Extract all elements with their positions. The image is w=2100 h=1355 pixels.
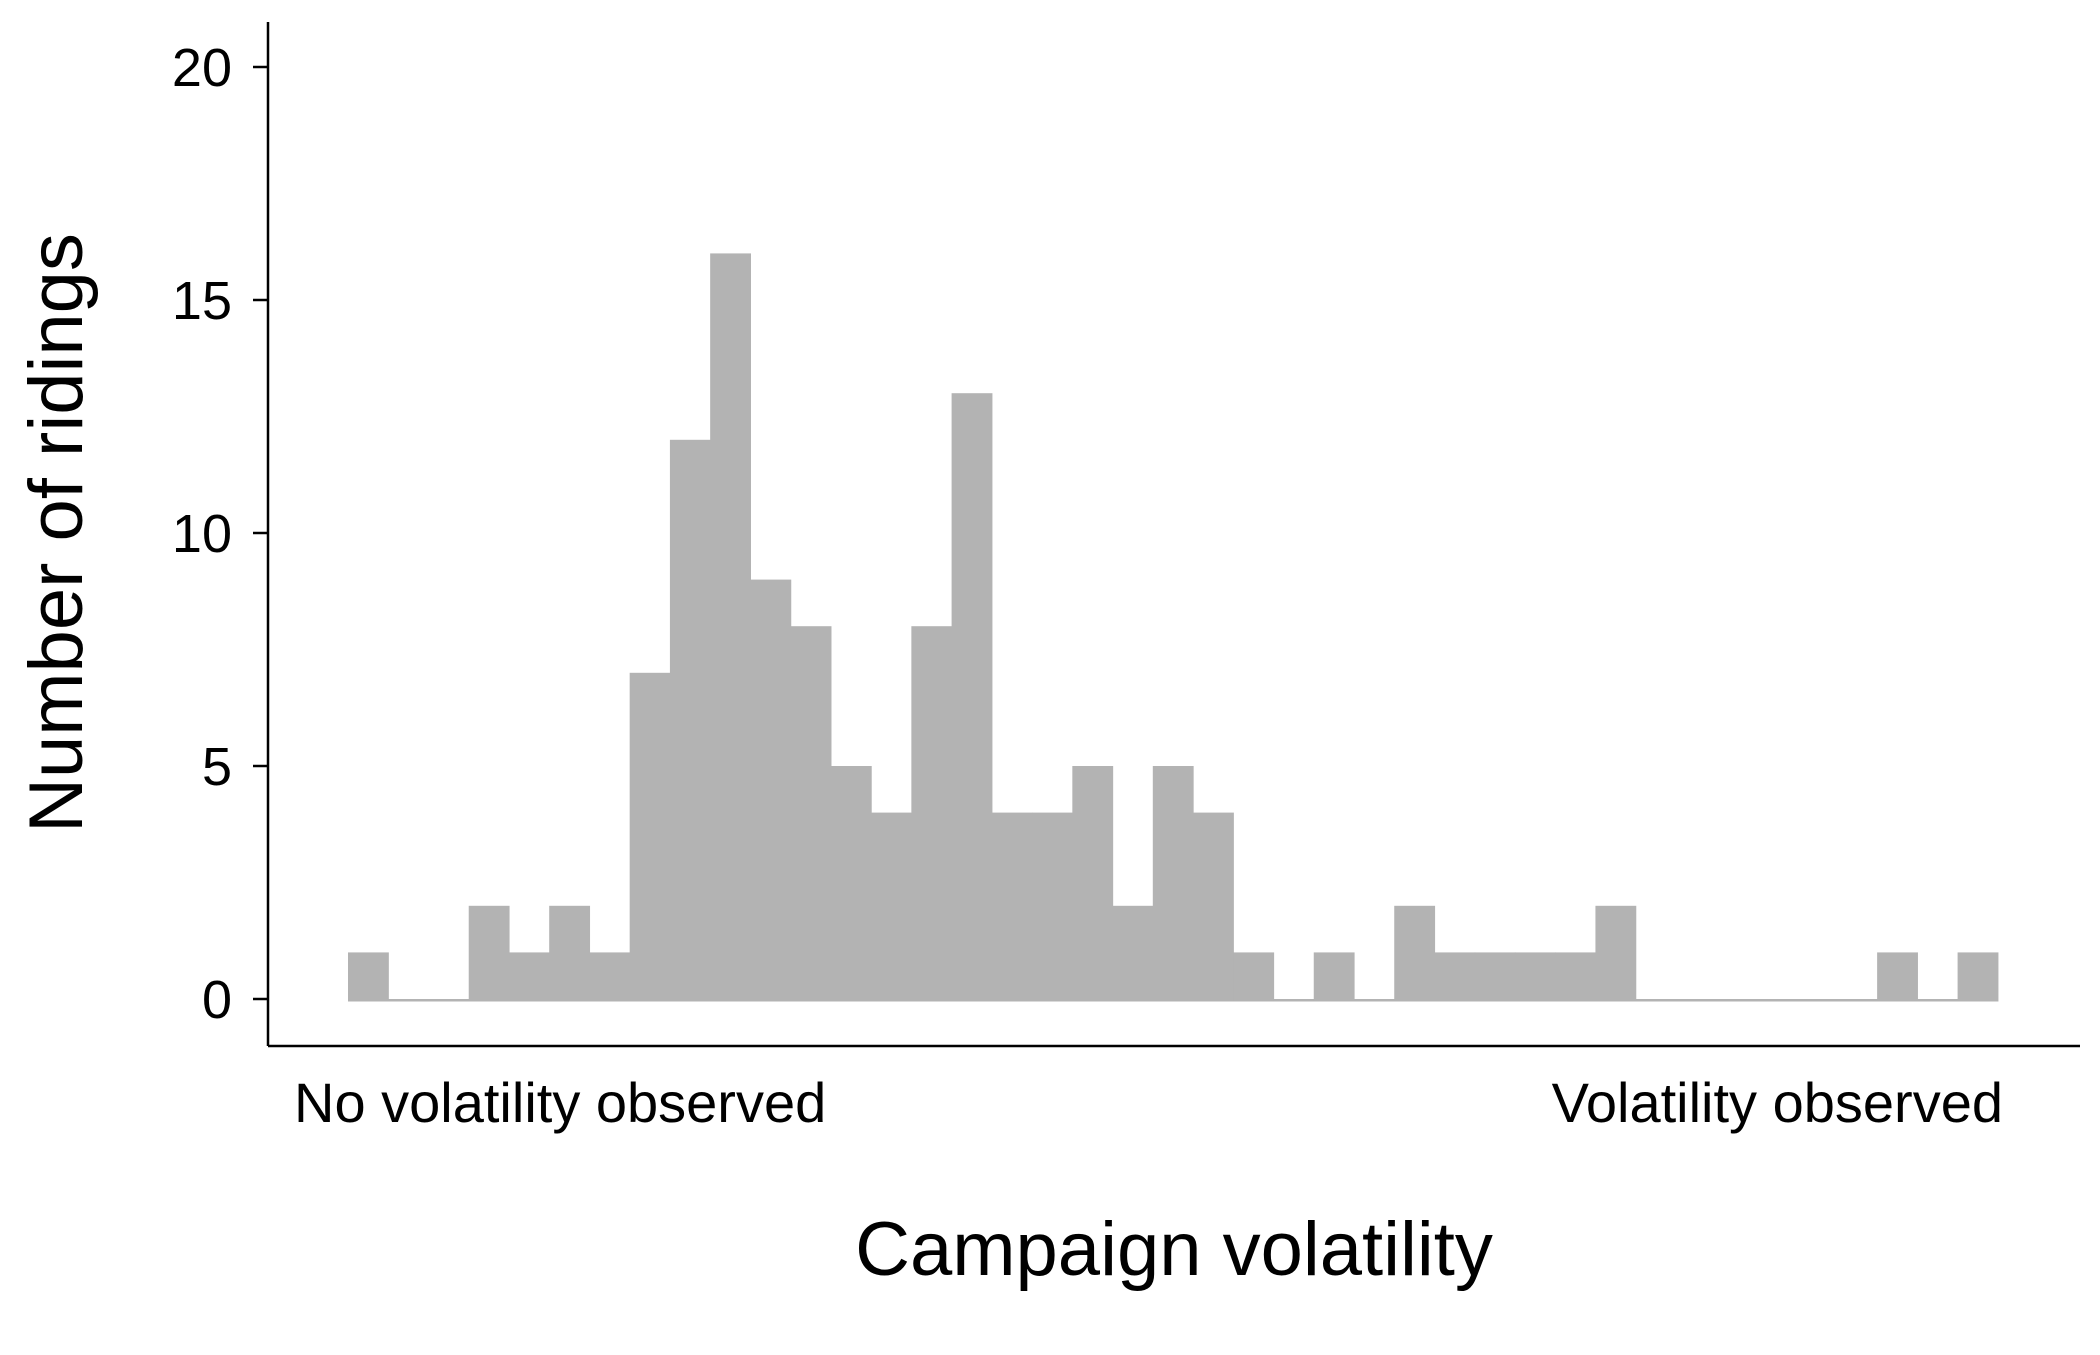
histogram-bar — [1152, 766, 1194, 1002]
histogram-bar — [830, 766, 872, 1002]
histogram-bar — [589, 952, 631, 1002]
histogram-bar — [750, 579, 792, 1002]
x-axis-title: Campaign volatility — [855, 1207, 1493, 1292]
histogram-bar — [1555, 952, 1597, 1002]
histogram-bar — [388, 999, 430, 1002]
histogram-bar — [1756, 999, 1798, 1002]
histogram-bar — [1233, 952, 1275, 1002]
histogram-bar — [1716, 999, 1757, 1002]
y-ticks: 0 5 10 15 20 — [172, 38, 268, 1030]
histogram-bar — [1273, 999, 1315, 1002]
histogram-bar — [508, 952, 550, 1002]
histogram-bar — [468, 905, 510, 1002]
histogram-bar — [1394, 905, 1436, 1002]
y-tick-label: 15 — [172, 271, 232, 331]
y-tick-label: 0 — [202, 970, 232, 1030]
histogram-bar — [1675, 999, 1717, 1002]
histogram-bar — [1514, 952, 1556, 1002]
y-tick-label: 10 — [172, 504, 232, 564]
histogram-bar — [790, 626, 832, 1002]
histogram-bar — [1072, 766, 1114, 1002]
y-tick-label: 5 — [202, 737, 232, 797]
histogram-bar — [629, 672, 671, 1002]
bars-layer — [348, 253, 1999, 1002]
y-tick-label: 20 — [172, 38, 232, 98]
histogram-bar — [1193, 812, 1234, 1002]
x-category-label-left: No volatility observed — [294, 1071, 826, 1134]
histogram-bar — [669, 439, 711, 1002]
histogram-bar — [1354, 999, 1395, 1002]
y-axis-title: Number of ridings — [14, 233, 99, 833]
histogram-bar — [348, 952, 389, 1002]
histogram-bar — [911, 626, 953, 1002]
histogram-bar — [951, 393, 993, 1002]
histogram-bar — [1796, 999, 1838, 1002]
histogram-bar — [549, 905, 591, 1002]
histogram-bar — [1112, 905, 1154, 1002]
histogram-bar — [991, 812, 1033, 1002]
histogram-bar — [428, 999, 470, 1002]
histogram-bar — [1836, 999, 1878, 1002]
histogram-bar — [1595, 905, 1637, 1002]
histogram-bar — [1957, 952, 1999, 1002]
histogram-bar — [1434, 952, 1476, 1002]
x-category-label-right: Volatility observed — [1552, 1071, 2003, 1134]
histogram-bar — [1917, 999, 1959, 1002]
histogram-bar — [1474, 952, 1516, 1002]
histogram-bar — [1635, 999, 1677, 1002]
histogram-bar — [1877, 952, 1918, 1002]
histogram-bar — [710, 253, 751, 1002]
histogram-bar — [871, 812, 912, 1002]
histogram-bar — [1032, 812, 1073, 1002]
histogram-bar — [1313, 952, 1355, 1002]
